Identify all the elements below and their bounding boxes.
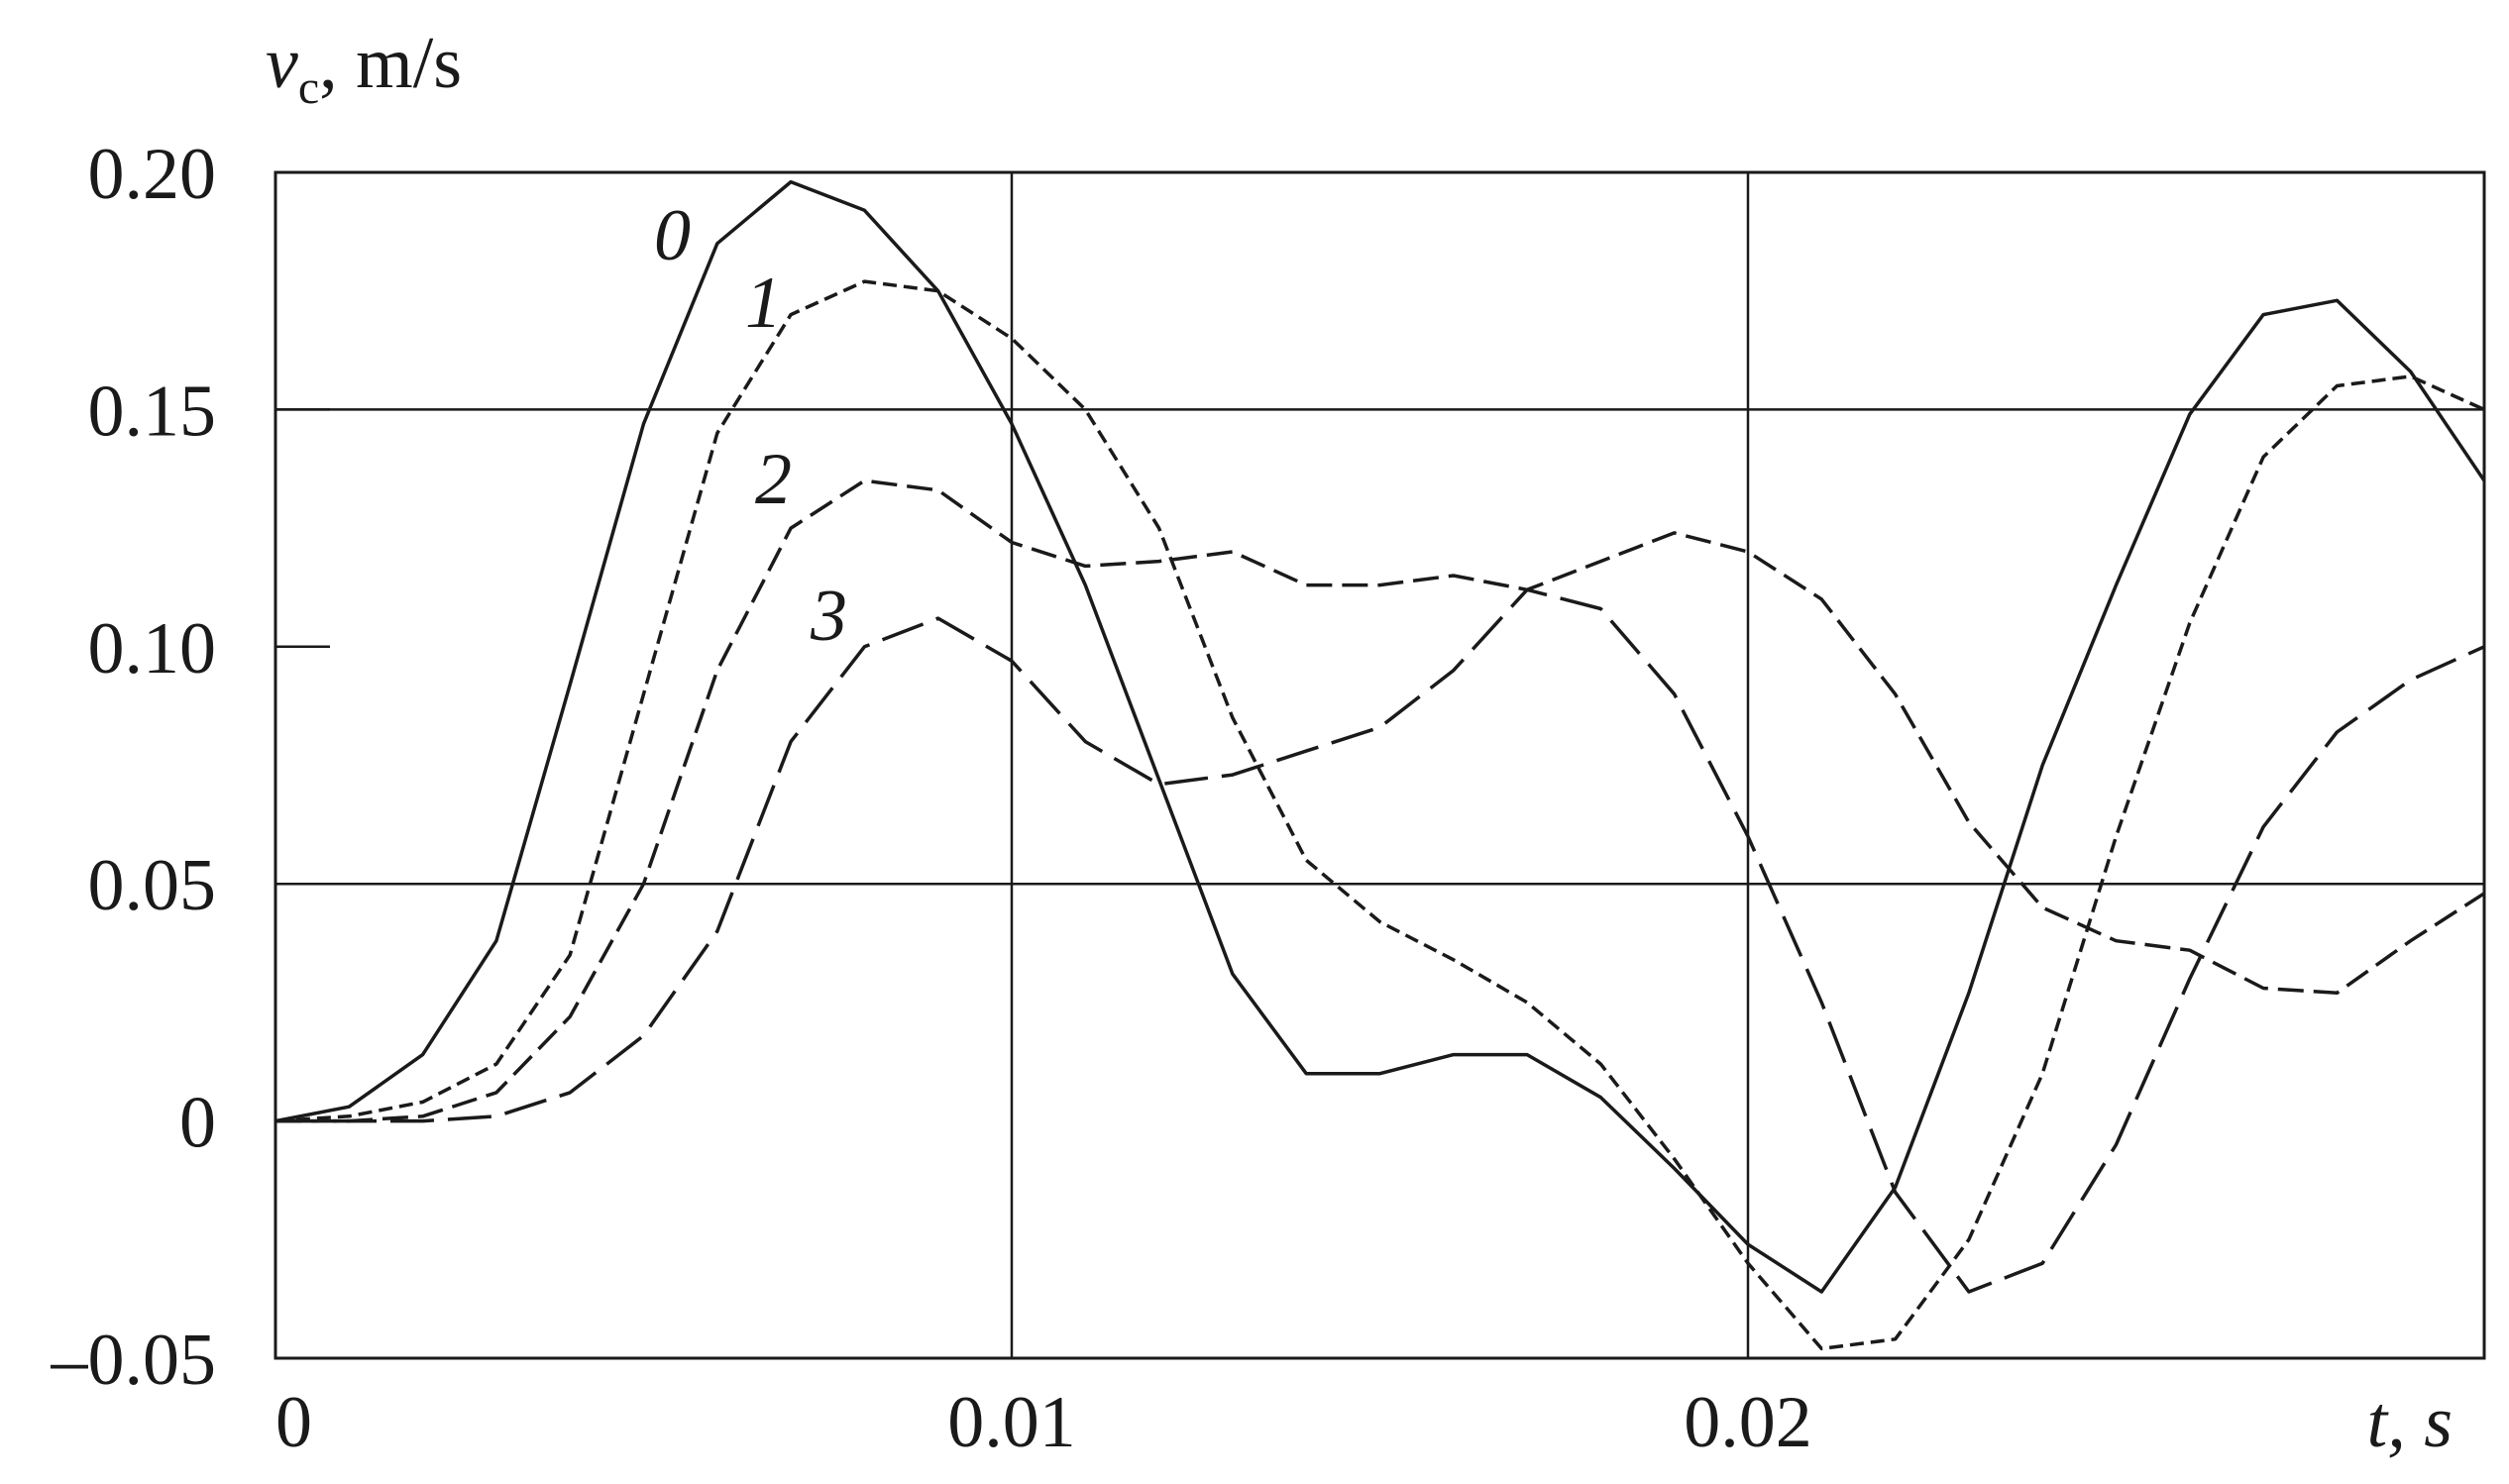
y-tick-label: 0.20	[88, 134, 217, 215]
series-label: 0	[654, 195, 691, 276]
series-label: 3	[810, 576, 847, 657]
series-line	[275, 478, 2485, 1123]
series-label: 2	[755, 439, 792, 520]
y-tick-label: 0.05	[88, 845, 217, 926]
x-tick-label: 0.01	[947, 1382, 1076, 1463]
y-tick-label: –0.05	[51, 1320, 217, 1401]
y-tick-label: 0.15	[88, 371, 217, 452]
x-axis-label: t, s	[2367, 1382, 2453, 1463]
y-tick-label: 0.10	[88, 608, 217, 689]
series-line	[274, 179, 2486, 1294]
y-label-subscript: c	[298, 61, 319, 114]
y-label-unit: , m/s	[319, 23, 462, 104]
y-label-symbol: v	[266, 23, 298, 104]
y-axis-label: vc, m/s	[266, 23, 462, 114]
series-label: 1	[745, 263, 782, 344]
x-tick-label: 0.02	[1684, 1382, 1812, 1463]
x-tick-label: 0	[275, 1382, 312, 1463]
y-tick-label: 0	[179, 1083, 216, 1164]
series-line	[275, 587, 2485, 1294]
series-line	[274, 279, 2485, 1351]
plot-frame	[273, 170, 2486, 1360]
